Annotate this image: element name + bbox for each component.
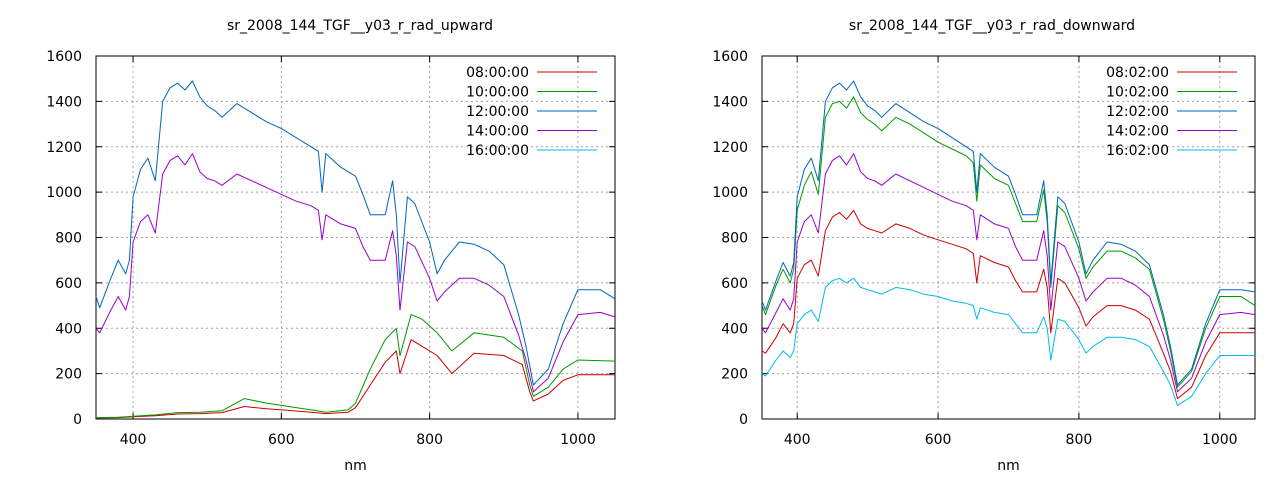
legend-label: 10:00:00 [466,85,529,101]
series-line-08-02-00 [761,209,1255,400]
legend-label: 08:00:00 [466,65,529,81]
x-axis-label: nm [997,458,1020,474]
series-line-14-02-00 [761,153,1256,393]
series-line-10-00-00 [95,314,616,419]
y-tick-label: 600 [721,276,748,292]
y-tick-label: 1600 [46,49,82,65]
x-tick-label: 600 [925,432,952,448]
y-tick-label: 800 [721,231,748,247]
y-tick-label: 600 [55,276,82,292]
x-tick-label: 600 [268,432,295,448]
legend-label: 16:00:00 [466,143,529,159]
chart-title: sr_2008_144_TGF__y03_r_rad_downward [849,18,1135,34]
y-tick-label: 400 [55,321,82,337]
x-tick-label: 1000 [560,432,596,448]
legend-label: 12:02:00 [1106,104,1169,120]
y-tick-label: 1000 [46,185,82,201]
x-tick-label: 400 [120,432,147,448]
y-tick-label: 200 [721,367,748,383]
y-tick-label: 800 [55,231,82,247]
series-line-14-00-00 [95,153,616,393]
series-line-12-02-00 [761,80,1256,386]
x-axis-label: nm [344,458,367,474]
y-tick-label: 1000 [712,185,748,201]
y-tick-label: 1400 [46,94,82,110]
series-line-16-02-00 [761,277,1255,406]
series-line-12-00-00 [95,80,616,386]
x-tick-label: 1000 [1202,432,1238,448]
chart-upward: sr_2008_144_TGF__y03_r_rad_upward 0 200 400… [46,18,616,474]
plot-frame [761,55,1256,420]
series-line-10-02-00 [761,96,1256,388]
legend-label: 10:02:00 [1106,85,1169,101]
legend-label: 16:02:00 [1106,143,1169,159]
plot-frame [95,55,616,420]
y-tick-label: 1400 [712,94,748,110]
y-tick-label: 0 [739,412,748,428]
legend-label: 14:02:00 [1106,124,1169,140]
chart-downward: sr_2008_144_TGF__y03_r_rad_downward 0 200 4… [712,18,1256,474]
legend-label: 14:00:00 [466,124,529,140]
y-tick-label: 0 [73,412,82,428]
y-tick-label: 1200 [46,140,82,156]
y-tick-label: 1600 [712,49,748,65]
y-tick-label: 1200 [712,140,748,156]
legend-label: 08:02:00 [1106,65,1169,81]
legend-label: 12:00:00 [466,104,529,120]
x-tick-label: 800 [1066,432,1093,448]
x-tick-label: 800 [416,432,443,448]
chart-title: sr_2008_144_TGF__y03_r_rad_upward [227,18,493,34]
series-line-08-00-00 [95,339,615,419]
x-tick-label: 400 [784,432,811,448]
y-tick-label: 400 [721,321,748,337]
y-tick-label: 200 [55,367,82,383]
